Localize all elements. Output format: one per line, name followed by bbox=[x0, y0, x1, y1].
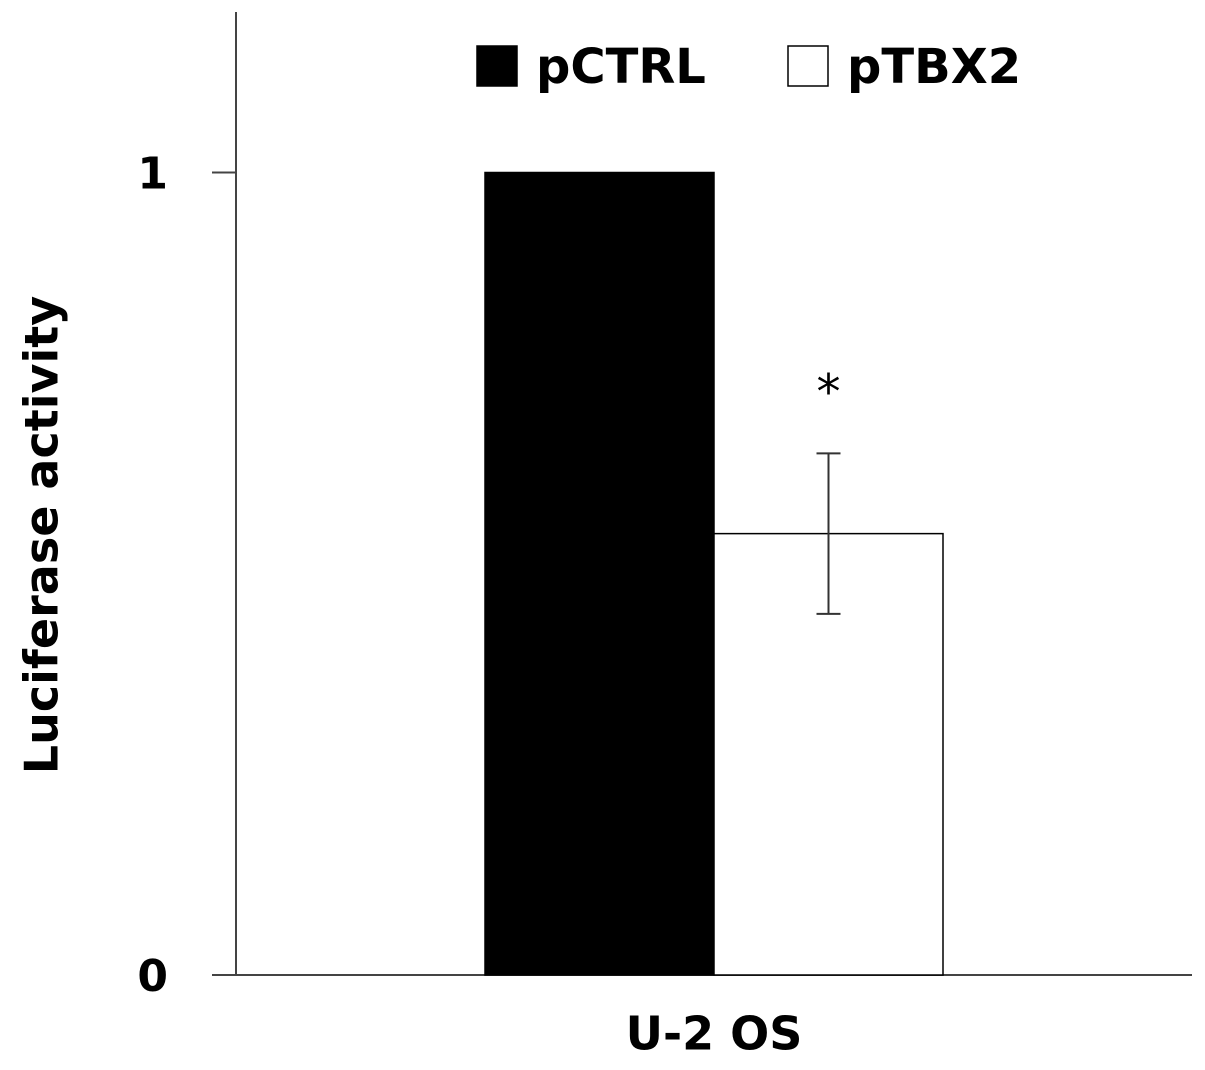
y-tick-label: 0 bbox=[137, 951, 168, 1002]
legend-label: pCTRL bbox=[536, 39, 706, 95]
legend-label: pTBX2 bbox=[847, 39, 1021, 95]
y-axis-label: Luciferase activity bbox=[15, 296, 69, 774]
legend-swatch bbox=[476, 45, 518, 87]
x-tick-label: U-2 OS bbox=[626, 1007, 803, 1061]
y-tick-label: 1 bbox=[137, 149, 168, 200]
bar bbox=[484, 171, 715, 976]
significance-mark: * bbox=[817, 364, 841, 420]
error-bar bbox=[816, 452, 841, 615]
legend-swatch bbox=[787, 45, 829, 87]
